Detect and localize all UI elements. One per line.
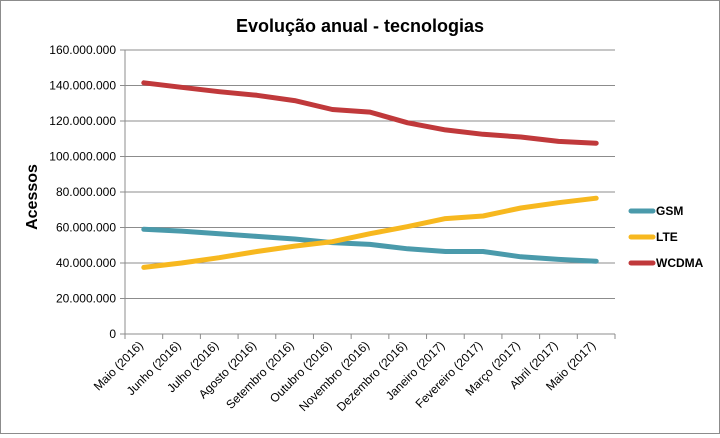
y-tick-label: 100.000.000 — [49, 150, 116, 164]
legend-label-lte: LTE — [656, 230, 678, 244]
y-tick-label: 140.000.000 — [49, 79, 116, 93]
x-tick-labels: Maio (2016)Junho (2016)Julho (2016)Agost… — [91, 338, 598, 414]
x-tick-label: Fevereiro (2017) — [413, 338, 486, 411]
legend-label-wcdma: WCDMA — [656, 256, 704, 270]
y-axis-label: Acessos — [24, 164, 41, 230]
y-tick-label: 0 — [109, 327, 116, 341]
series-line-gsm — [141, 226, 599, 264]
y-tick-label: 120.000.000 — [49, 114, 116, 128]
y-tick-label: 60.000.000 — [56, 221, 116, 235]
y-tick-label: 40.000.000 — [56, 256, 116, 270]
series-lines — [141, 80, 599, 270]
y-tick-label: 80.000.000 — [56, 185, 116, 199]
legend-label-gsm: GSM — [656, 204, 683, 218]
y-tick-label: 160.000.000 — [49, 43, 116, 57]
chart-title: Evolução anual - tecnologias — [236, 16, 484, 36]
y-tick-labels: 0 20.000.000 40.000.000 60.000.000 80.000.00… — [49, 43, 116, 341]
x-tick-label: Setembro (2016) — [223, 338, 297, 412]
gridlines — [120, 49, 615, 335]
axes — [124, 50, 616, 339]
legend: GSM LTE WCDMA — [628, 204, 704, 270]
series-line-lte — [141, 195, 599, 270]
y-tick-label: 20.000.000 — [56, 292, 116, 306]
series-line-wcdma — [141, 80, 599, 146]
